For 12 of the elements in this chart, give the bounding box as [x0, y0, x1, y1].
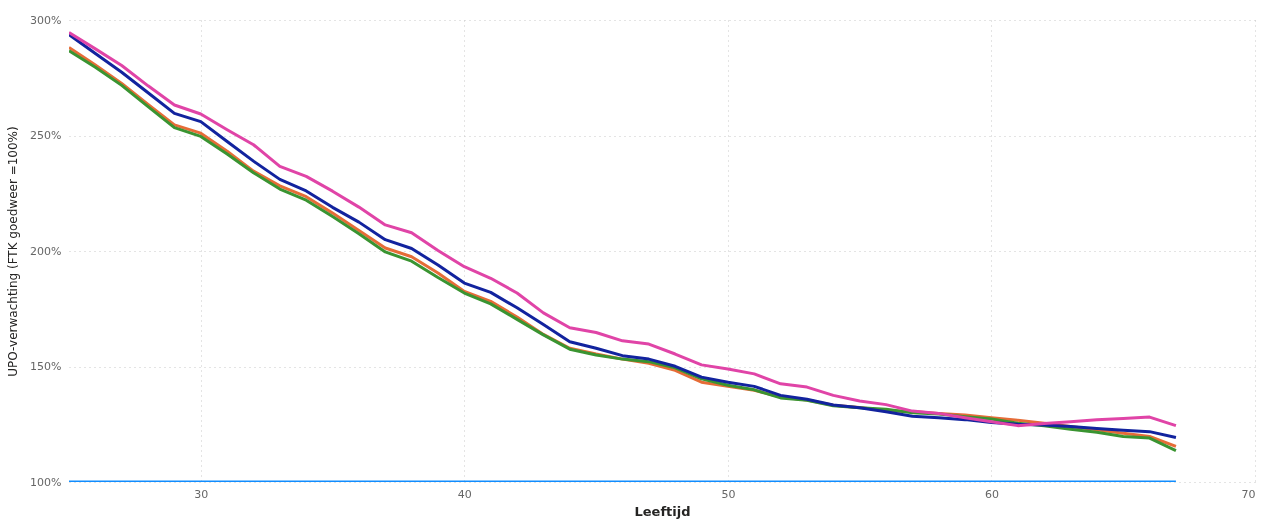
y-tick-label: 100%	[30, 475, 62, 489]
x-tick-label: 60	[984, 487, 999, 501]
y-tick-label: 150%	[30, 360, 62, 373]
x-axis-title: Leeftijd	[634, 503, 691, 519]
x-tick-label: 70	[1241, 487, 1256, 501]
y-tick-label: 300%	[30, 13, 62, 27]
x-tick-label: 50	[721, 487, 736, 501]
x-tick-label: 30	[194, 487, 209, 501]
x-tick-label: 40	[457, 487, 472, 501]
y-tick-label: 250%	[30, 129, 62, 142]
y-tick-label: 200%	[30, 244, 62, 258]
y-axis-title: UPO-verwachting (FTK goedweer =100%)	[6, 126, 21, 377]
